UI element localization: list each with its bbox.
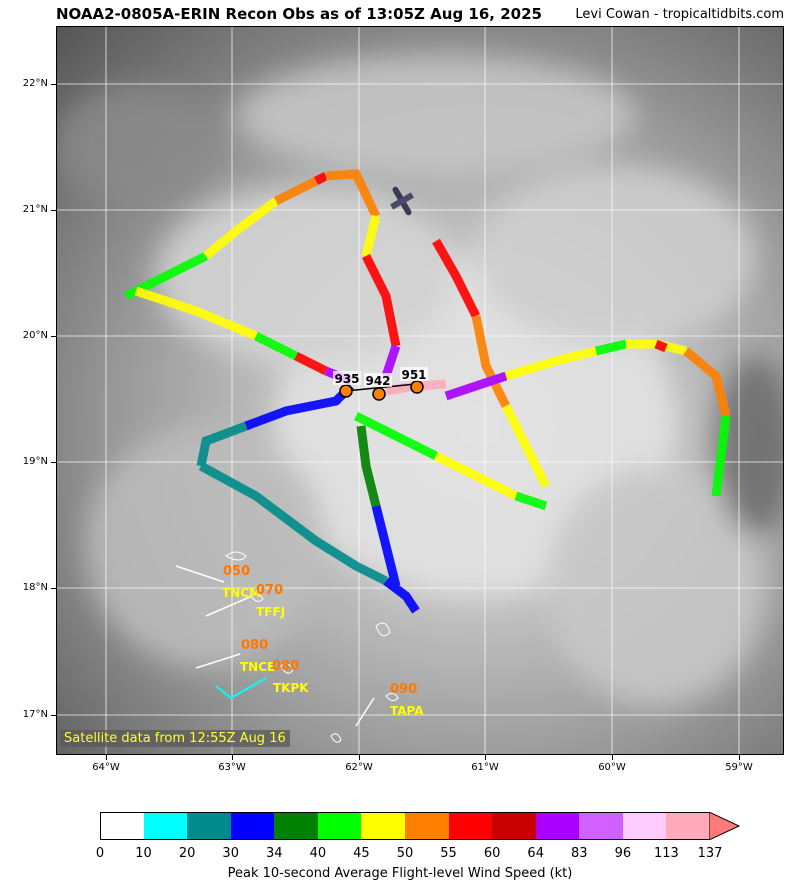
satellite-map[interactable]: 935 942 951 050 TNCM 070 TFFJ 080 — [56, 26, 784, 755]
pressure-label: 935 — [334, 372, 359, 386]
station-id[interactable]: TKPK — [273, 681, 309, 695]
colorbar-tick-label: 64 — [527, 846, 544, 861]
lat-lon-grid — [56, 26, 784, 755]
colorbar-segment — [448, 812, 493, 840]
pressure-markers: 935 942 951 — [333, 367, 428, 401]
recon-overlay: 935 942 951 050 TNCM 070 TFFJ 080 — [56, 26, 784, 755]
pressure-marker[interactable] — [339, 384, 353, 398]
colorbar-tick-label: 83 — [571, 846, 588, 861]
colorbar-segment — [405, 812, 449, 840]
lon-label: 61°W — [471, 762, 499, 773]
colorbar-segment — [274, 812, 318, 840]
colorbar-segment — [622, 812, 667, 840]
station-id[interactable]: TNCE — [240, 660, 275, 674]
lat-label: 19°N — [22, 456, 48, 467]
station-wind: 090 — [390, 682, 417, 697]
lat-label: 18°N — [22, 582, 48, 593]
pressure-marker[interactable] — [372, 387, 386, 401]
colorbar-tick-label: 0 — [95, 846, 105, 861]
flight-track — [123, 169, 731, 614]
colorbar-label: Peak 10-second Average Flight-level Wind… — [227, 866, 573, 881]
pressure-marker[interactable] — [410, 380, 424, 394]
lat-tick — [51, 588, 56, 589]
lon-tick — [612, 755, 613, 760]
lon-tick — [485, 755, 486, 760]
lat-label: 20°N — [22, 330, 48, 341]
lon-tick — [359, 755, 360, 760]
colorbar-segment — [230, 812, 275, 840]
station-barbs — [175, 565, 375, 727]
colorbar-segment — [492, 812, 536, 840]
lon-tick — [232, 755, 233, 760]
lon-label: 60°W — [598, 762, 626, 773]
station-wind: 080 — [272, 659, 299, 674]
colorbar-tick-label: 113 — [654, 846, 679, 861]
station-id[interactable]: TNCM — [222, 586, 261, 600]
lat-label: 22°N — [22, 78, 48, 89]
colorbar-tick-label: 96 — [614, 846, 632, 861]
lon-label: 59°W — [725, 762, 753, 773]
colorbar-segment — [187, 812, 231, 840]
colorbar-segment — [143, 812, 188, 840]
colorbar-tick-label: 40 — [309, 846, 327, 861]
island-outlines — [225, 551, 399, 743]
lon-label: 63°W — [218, 762, 246, 773]
colorbar-tick-label: 137 — [697, 846, 723, 861]
station-wind: 070 — [256, 583, 283, 598]
colorbar-tick-label: 30 — [222, 846, 239, 861]
colorbar-segment — [579, 812, 623, 840]
station-id[interactable]: TFFJ — [256, 605, 285, 619]
lat-tick — [51, 210, 56, 211]
colorbar-tick-label: 45 — [353, 846, 370, 861]
colorbar-segment — [666, 812, 710, 840]
lat-label: 21°N — [22, 204, 48, 215]
colorbar-segment — [100, 812, 145, 840]
lat-label: 17°N — [22, 709, 48, 720]
colorbar-segment — [317, 812, 362, 840]
pressure-label: 951 — [401, 368, 426, 382]
colorbar-segment — [535, 812, 580, 840]
station-wind: 050 — [223, 564, 250, 579]
aircraft-icon — [390, 186, 414, 216]
station-wind: 080 — [241, 638, 268, 653]
pressure-label: 942 — [365, 374, 390, 388]
lat-tick — [51, 715, 56, 716]
colorbar-extend-arrow — [709, 812, 741, 840]
colorbar — [100, 812, 710, 840]
colorbar-tick-label: 10 — [135, 846, 152, 861]
colorbar-tick-label: 34 — [266, 846, 283, 861]
station-labels: 050 TNCM 070 TFFJ 080 TNCE 080 TKPK 090 … — [222, 564, 424, 718]
lon-label: 62°W — [345, 762, 373, 773]
lat-tick — [51, 336, 56, 337]
lon-label: 64°W — [92, 762, 120, 773]
credit-text: Levi Cowan - tropicaltidbits.com — [575, 7, 784, 22]
station-id[interactable]: TAPA — [390, 704, 424, 718]
lon-tick — [106, 755, 107, 760]
colorbar-segment — [361, 812, 405, 840]
lat-tick — [51, 462, 56, 463]
colorbar-tick-label: 55 — [440, 846, 457, 861]
colorbar-tick-label: 20 — [178, 846, 196, 861]
colorbar-tick-label: 60 — [483, 846, 501, 861]
lat-tick — [51, 84, 56, 85]
station-barb-cyan — [215, 677, 267, 700]
satellite-timestamp: Satellite data from 12:55Z Aug 16 — [60, 730, 290, 747]
map-title: NOAA2-0805A-ERIN Recon Obs as of 13:05Z … — [56, 5, 542, 23]
colorbar-tick-label: 50 — [396, 846, 414, 861]
lon-tick — [739, 755, 740, 760]
